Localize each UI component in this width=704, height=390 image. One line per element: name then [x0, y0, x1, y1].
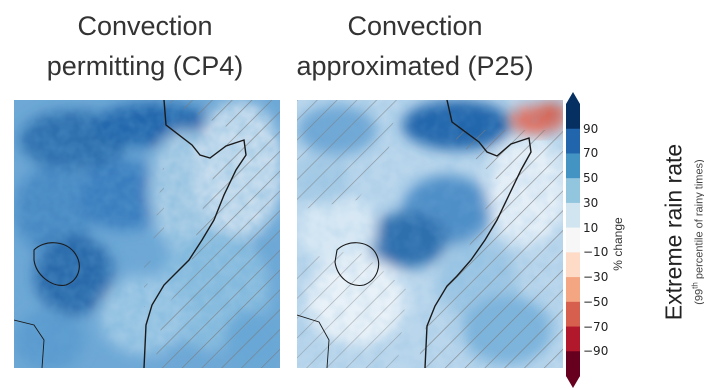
map-p25 — [297, 100, 563, 368]
variable-title: Extreme rain rate — [660, 143, 687, 321]
map-p25-canvas — [297, 100, 563, 368]
coastline — [424, 100, 532, 368]
panel-title-line2: permitting (CP4) — [46, 51, 244, 81]
colorbar-extend-top — [566, 92, 580, 104]
colorbar-tick-label: 50 — [583, 171, 599, 186]
colorbar-segment — [566, 178, 580, 204]
colorbar-segment — [566, 277, 580, 303]
colorbar-segment — [566, 301, 580, 328]
colorbar-segment — [566, 252, 580, 278]
lake-outline — [334, 242, 380, 286]
colorbar-tick-label: 90 — [583, 121, 599, 136]
hatching-nonsignificant — [297, 100, 397, 210]
colorbar-unit-label: % change — [611, 217, 625, 271]
colorbar-tick-label: −70 — [583, 319, 609, 334]
panel-title-line2: approximated (P25) — [296, 51, 534, 81]
colorbar-tick-label: −50 — [583, 294, 609, 309]
colorbar-segment — [566, 326, 580, 352]
colorbar-tick-label: 30 — [583, 195, 599, 210]
colorbar-tick-label: 70 — [583, 146, 599, 161]
panel-title-line1: Convection — [77, 11, 213, 41]
colorbar-segment — [566, 153, 580, 179]
coastline — [143, 100, 247, 368]
colorbar — [566, 92, 580, 388]
colorbar-tick-label: −90 — [583, 344, 609, 359]
border-line — [14, 319, 45, 368]
panel-title-cp4: Convection permitting (CP4) — [0, 6, 290, 86]
colorbar-segment — [566, 128, 580, 154]
lake-outline — [33, 242, 80, 286]
hatching-nonsignificant — [154, 100, 280, 368]
colorbar-tick-label: −10 — [583, 245, 609, 260]
map-cp4 — [14, 100, 280, 368]
colorbar-tick-label: −30 — [583, 270, 609, 285]
colorbar-tick-label: 10 — [583, 220, 599, 235]
variable-subtitle: (99th percentile of rainy times) — [690, 159, 704, 305]
colorbar-segment — [566, 227, 580, 253]
colorbar-segment — [566, 351, 580, 377]
colorbar-extend-bottom — [566, 376, 580, 388]
border-line — [297, 314, 330, 368]
colorbar-segment — [566, 104, 580, 130]
colorbar-segment — [566, 202, 580, 229]
map-cp4-canvas — [14, 100, 280, 368]
panel-title-line1: Convection — [347, 11, 483, 41]
panel-title-p25: Convection approximated (P25) — [270, 6, 560, 86]
